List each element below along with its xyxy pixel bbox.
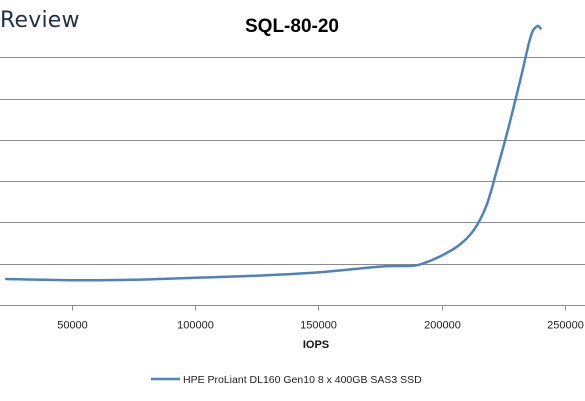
x-tick-label-200000: 200000 (424, 320, 461, 332)
x-axis-label: IOPS (303, 339, 329, 351)
x-tick-label-250000: 250000 (547, 320, 584, 332)
chart-title: SQL-80-20 (245, 16, 339, 37)
legend: HPE ProLiant DL160 Gen10 8 x 400GB SAS3 … (151, 374, 422, 386)
brand-logo-text: Review (0, 8, 80, 33)
series-line-1 (4, 24, 542, 282)
gridlines (0, 57, 585, 265)
x-tick-label-100000: 100000 (177, 320, 214, 332)
x-tick-label-50000: 50000 (57, 320, 88, 332)
x-axis-ticks: 50000 100000 150000 200000 250000 (57, 305, 584, 332)
x-tick-label-150000: 150000 (300, 320, 337, 332)
series-lines (4, 24, 542, 282)
legend-series-label: HPE ProLiant DL160 Gen10 8 x 400GB SAS3 … (183, 374, 422, 386)
